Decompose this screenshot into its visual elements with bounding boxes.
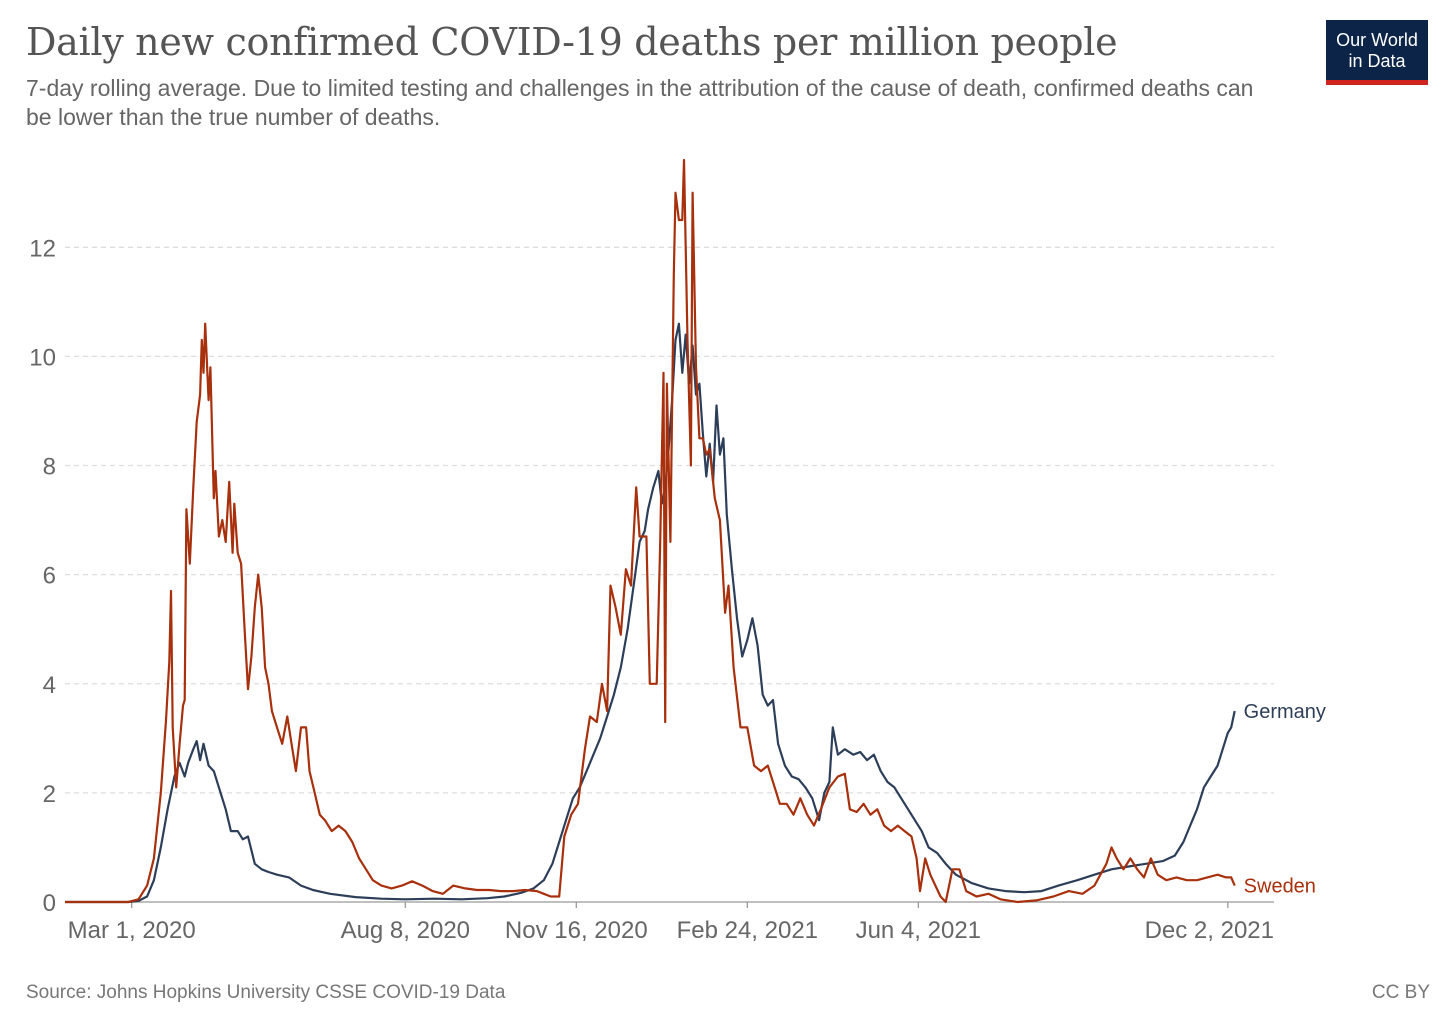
- series-lines: [65, 158, 1236, 904]
- series-line-germany: [65, 322, 1236, 904]
- x-tick-label: Jun 4, 2021: [856, 917, 981, 944]
- x-tick-label: Aug 8, 2020: [341, 917, 470, 944]
- y-tick-label: 0: [43, 890, 56, 917]
- y-tick-label: 6: [43, 563, 56, 590]
- owid-logo[interactable]: Our World in Data: [1326, 20, 1428, 85]
- y-tick-label: 8: [43, 454, 56, 481]
- x-tick-label: Mar 1, 2020: [68, 917, 196, 944]
- y-tick-label: 4: [43, 672, 56, 699]
- series-label-germany: Germany: [1244, 701, 1326, 723]
- axes: 0 2 4 6 8 10 12 Mar 1, 2020 Aug 8, 2020 Nov 16, 2…: [29, 235, 1274, 944]
- license-link[interactable]: CC BY: [1371, 982, 1430, 1003]
- series-line-sweden: [65, 158, 1236, 904]
- y-tick-label: 2: [43, 781, 56, 808]
- x-tick-label: Nov 16, 2020: [505, 917, 648, 944]
- logo-line-2: in Data: [1348, 51, 1406, 71]
- y-tick-label: 12: [29, 235, 56, 262]
- series-label-sweden: Sweden: [1244, 876, 1316, 898]
- x-tick-label: Feb 24, 2021: [677, 917, 818, 944]
- series-labels: Germany Sweden: [1244, 701, 1326, 898]
- y-tick-label: 10: [29, 344, 56, 371]
- logo-line-1: Our World: [1336, 30, 1418, 50]
- chart-subtitle: 7-day rolling average. Due to limited te…: [26, 75, 1254, 130]
- chart-title: Daily new confirmed COVID-19 deaths per …: [26, 20, 1118, 64]
- source-note[interactable]: Source: Johns Hopkins University CSSE CO…: [26, 982, 506, 1003]
- x-tick-label: Dec 2, 2021: [1145, 917, 1274, 944]
